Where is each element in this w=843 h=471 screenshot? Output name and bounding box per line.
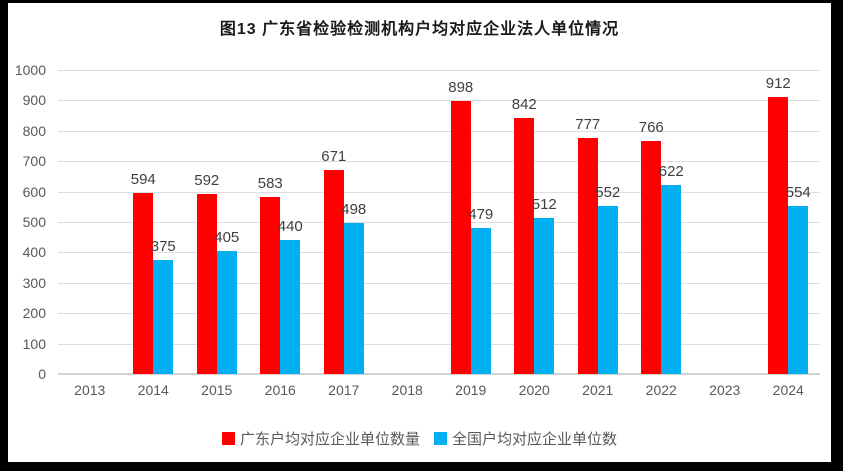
gridline-200: [58, 313, 820, 315]
data-label-guangdong-2017: 671: [321, 148, 347, 166]
data-label-national-2024: 554: [785, 183, 811, 201]
data-label-guangdong-2021: 777: [575, 115, 601, 133]
y-axis-tick-900: 900: [22, 92, 46, 109]
bar-guangdong-2022: [641, 141, 662, 374]
y-axis-tick-1000: 1000: [14, 62, 46, 78]
gridline-800: [58, 130, 820, 132]
data-label-national-2022: 622: [658, 162, 684, 180]
bar-national-2014: [153, 260, 174, 374]
data-label-national-2021: 552: [595, 184, 621, 202]
x-axis-tick-2014: 2014: [137, 382, 169, 398]
legend-swatch-national: [434, 432, 447, 445]
data-label-national-2017: 498: [341, 200, 367, 218]
bar-national-2015: [216, 250, 237, 374]
y-axis-tick-0: 0: [38, 366, 46, 382]
gridline-300: [58, 282, 820, 284]
data-label-guangdong-2016: 583: [257, 174, 283, 192]
bar-national-2017: [343, 222, 364, 374]
y-axis-tick-400: 400: [22, 244, 46, 261]
x-axis-tick-2020: 2020: [518, 382, 550, 398]
chart-legend: 广东户均对应企业单位数量 全国户均对应企业单位数: [8, 428, 831, 449]
bar-national-2016: [280, 240, 301, 374]
x-axis-tick-2022: 2022: [645, 382, 677, 398]
legend-label-national: 全国户均对应企业单位数: [452, 431, 618, 448]
data-label-guangdong-2015: 592: [194, 172, 220, 190]
gridline-600: [58, 191, 820, 193]
bar-guangdong-2019: [450, 101, 471, 374]
data-label-national-2016: 440: [277, 218, 303, 236]
x-axis-tick-2023: 2023: [709, 382, 741, 398]
bar-national-2022: [661, 184, 682, 374]
data-label-national-2015: 405: [214, 228, 240, 246]
chart-title: 图13 广东省检验检测机构户均对应企业法人单位情况: [219, 21, 620, 38]
data-label-guangdong-2022: 766: [638, 119, 664, 137]
y-axis-tick-100: 100: [22, 335, 46, 352]
data-label-guangdong-2014: 594: [130, 171, 156, 189]
bar-guangdong-2015: [196, 194, 217, 374]
x-axis-line: [58, 373, 820, 375]
bar-guangdong-2020: [514, 118, 535, 374]
gridline-100: [58, 343, 820, 345]
bar-guangdong-2014: [133, 193, 154, 374]
x-axis-tick-2021: 2021: [582, 382, 614, 398]
y-axis-tick-500: 500: [22, 214, 46, 230]
y-axis-tick-700: 700: [22, 153, 46, 170]
gridline-1000: [58, 70, 820, 71]
legend-item-guangdong: 广东户均对应企业单位数量: [221, 428, 420, 449]
chart-canvas: 图13 广东省检验检测机构户均对应企业法人单位情况 广东户均对应企业单位数量 全…: [8, 3, 831, 462]
data-label-national-2014: 375: [150, 238, 176, 255]
data-label-national-2019: 479: [468, 206, 494, 224]
plot-area: [58, 70, 820, 375]
bar-national-2019: [470, 228, 491, 374]
x-axis-tick-2015: 2015: [201, 382, 233, 398]
legend-item-national: 全国户均对应企业单位数: [434, 428, 617, 449]
bar-guangdong-2016: [260, 196, 281, 374]
x-axis-tick-2013: 2013: [74, 382, 106, 398]
x-axis-tick-2018: 2018: [391, 382, 423, 398]
data-label-guangdong-2019: 898: [448, 79, 474, 96]
bar-guangdong-2021: [577, 137, 598, 374]
gridline-900: [58, 100, 820, 102]
bar-guangdong-2017: [323, 170, 344, 374]
data-label-national-2020: 512: [531, 196, 557, 214]
data-label-guangdong-2024: 912: [765, 74, 791, 92]
legend-swatch-guangdong: [221, 432, 235, 445]
bar-national-2020: [534, 218, 555, 374]
y-axis-tick-200: 200: [22, 305, 46, 322]
x-axis-tick-2017: 2017: [328, 382, 360, 398]
y-axis-tick-800: 800: [22, 122, 46, 139]
x-axis-tick-2024: 2024: [772, 382, 804, 398]
gridline-400: [58, 252, 820, 254]
bar-guangdong-2024: [768, 96, 789, 374]
legend-label-guangdong: 广东户均对应企业单位数量: [239, 431, 420, 448]
y-axis-tick-600: 600: [22, 183, 46, 200]
y-axis-tick-300: 300: [22, 274, 46, 291]
data-label-guangdong-2020: 842: [511, 96, 537, 114]
bar-national-2021: [597, 206, 618, 374]
x-axis-tick-2019: 2019: [455, 382, 487, 398]
bar-national-2024: [788, 205, 809, 374]
x-axis-tick-2016: 2016: [264, 382, 296, 398]
gridline-500: [58, 222, 820, 223]
gridline-700: [58, 161, 820, 163]
